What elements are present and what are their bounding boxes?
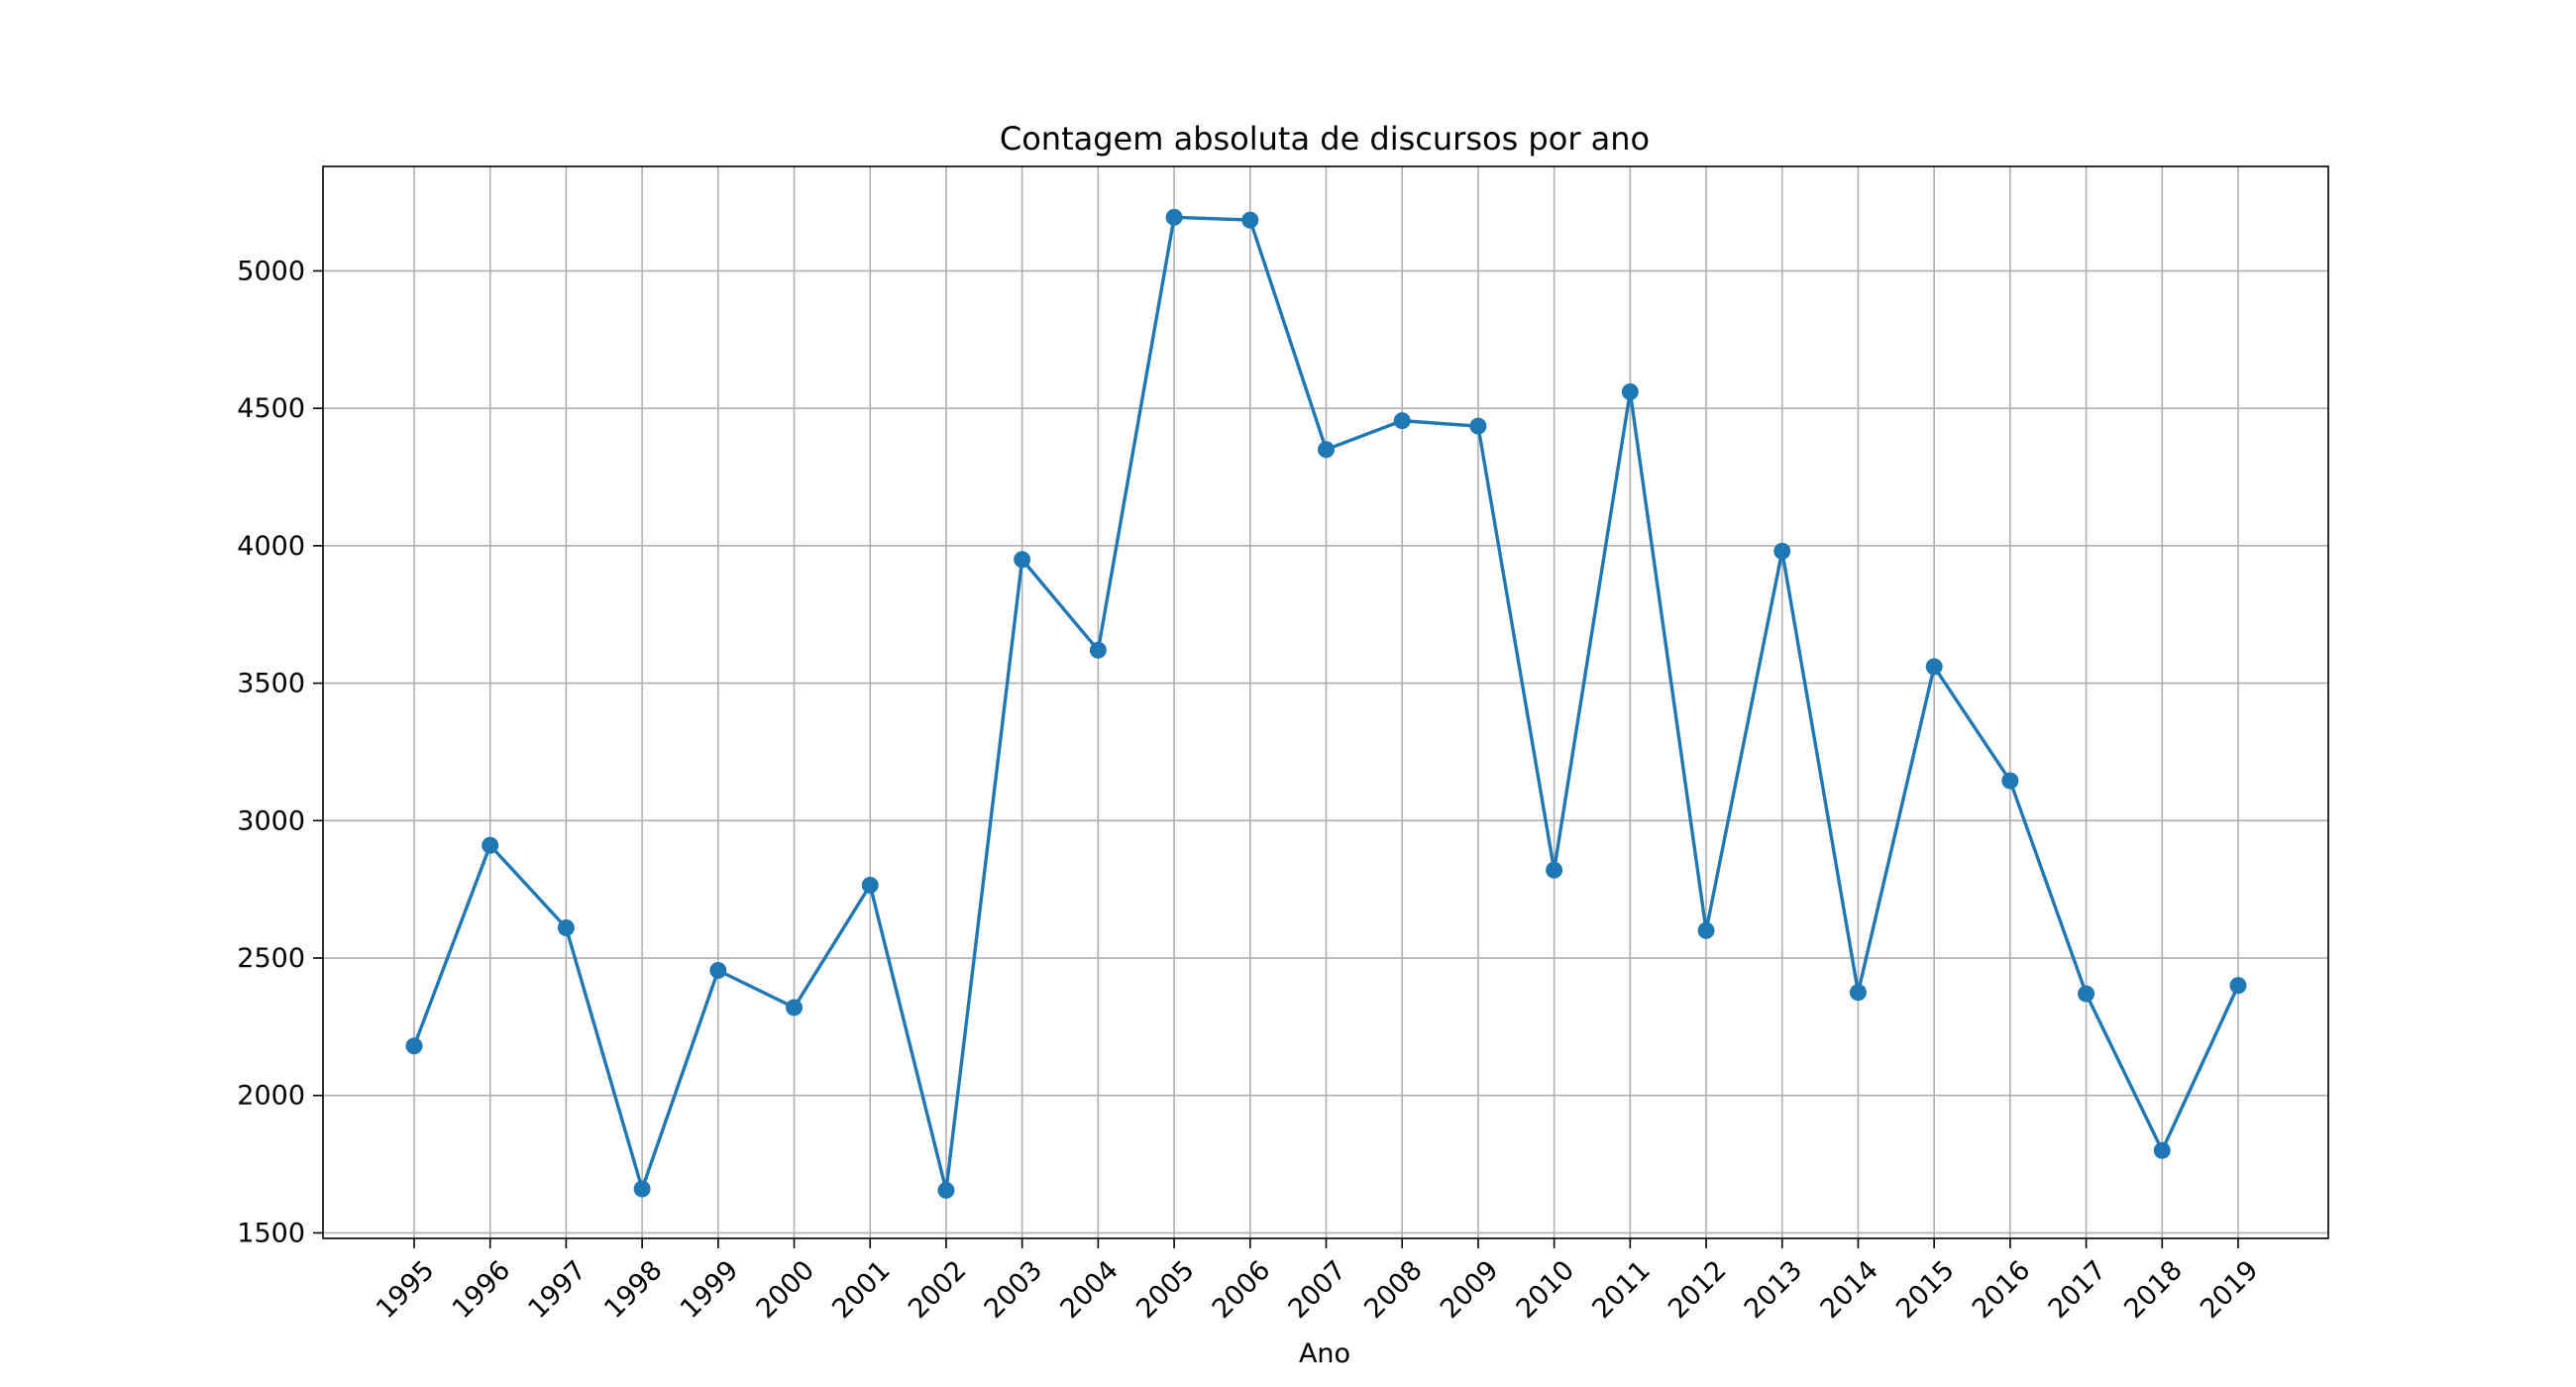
x-tick-label: 1996 [447, 1255, 517, 1326]
data-point [1165, 208, 1183, 226]
x-tick-label: 1998 [598, 1255, 669, 1326]
x-axis-label: Ano [1299, 1338, 1350, 1369]
x-tick-label: 2012 [1663, 1255, 1733, 1326]
data-point [1849, 984, 1867, 1002]
data-point [2078, 985, 2095, 1003]
x-tick-label: 2017 [2043, 1255, 2113, 1326]
x-tick-label: 2001 [826, 1255, 897, 1326]
data-point [633, 1180, 651, 1198]
y-tick-label: 2500 [237, 943, 305, 974]
x-tick-label: 2010 [1511, 1255, 1581, 1326]
data-point [2001, 772, 2019, 790]
y-tick-label: 3500 [237, 669, 305, 699]
data-point [1697, 921, 1715, 939]
x-tick-label: 2015 [1890, 1255, 1961, 1326]
series [405, 208, 2247, 1199]
data-point [2229, 977, 2247, 995]
y-tick-label: 5000 [237, 256, 305, 286]
data-point [1393, 412, 1411, 430]
y-tick-label: 2000 [237, 1081, 305, 1112]
data-point [1546, 861, 1563, 879]
data-point [405, 1037, 423, 1055]
data-point [1773, 542, 1791, 560]
data-point [786, 999, 804, 1016]
data-point [482, 836, 499, 854]
plot-frame [322, 165, 2329, 1239]
data-point [1925, 658, 1943, 676]
x-tick-label: 2011 [1586, 1255, 1657, 1326]
y-tick-label: 4500 [237, 393, 305, 424]
x-tick-label: 2000 [751, 1255, 821, 1326]
chart-title: Contagem absoluta de discursos por ano [1000, 120, 1650, 158]
data-point [709, 962, 727, 979]
data-point [557, 918, 575, 936]
x-tick-label: 2008 [1358, 1255, 1429, 1326]
x-tick-label: 2016 [1967, 1255, 2037, 1326]
y-tick-label: 3000 [237, 805, 305, 836]
x-tick-label: 2007 [1283, 1255, 1353, 1326]
x-tick-label: 1999 [675, 1255, 745, 1326]
labels: Contagem absoluta de discursos por ano A… [1000, 120, 1650, 1369]
axes: 1995 1996 1997 1998 1999 2000 2001 2002 2003 2004… [237, 165, 2329, 1326]
x-tick-label: 2002 [903, 1255, 973, 1326]
y-tick-label: 4000 [237, 531, 305, 562]
data-point [861, 876, 879, 894]
x-tick-label: 1995 [371, 1255, 441, 1326]
x-tick-label: 2018 [2118, 1255, 2189, 1326]
data-point [937, 1181, 955, 1199]
x-tick-label: 2019 [2195, 1255, 2265, 1326]
grid [323, 166, 2328, 1238]
data-point [1241, 211, 1259, 229]
data-point [1469, 417, 1487, 435]
x-tick-label: 2005 [1130, 1255, 1201, 1326]
data-point [1318, 441, 1335, 459]
x-tick-label: 2013 [1739, 1255, 1809, 1326]
data-point [2153, 1141, 2171, 1159]
x-tick-label: 2004 [1054, 1255, 1125, 1326]
data-point [1621, 382, 1639, 400]
y-tick-label: 1500 [237, 1218, 305, 1248]
x-tick-label: 2006 [1207, 1255, 1277, 1326]
data-point [1014, 551, 1031, 569]
x-tick-label: 2003 [979, 1255, 1049, 1326]
data-point [1089, 641, 1107, 659]
x-tick-label: 2014 [1814, 1255, 1884, 1326]
x-tick-label: 2009 [1435, 1255, 1505, 1326]
x-tick-label: 1997 [522, 1255, 592, 1326]
